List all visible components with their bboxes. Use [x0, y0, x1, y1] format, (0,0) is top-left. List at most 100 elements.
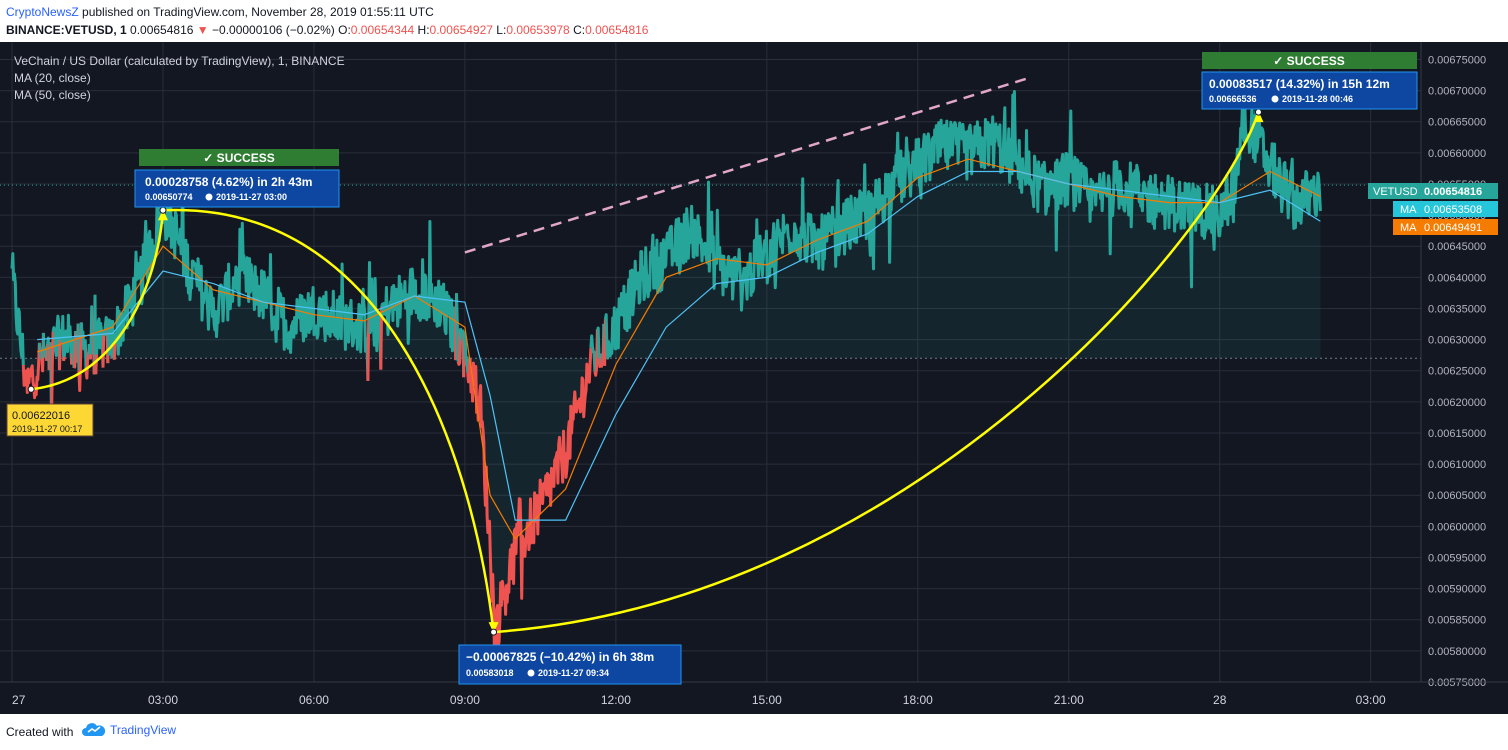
price-line-up: [76, 323, 81, 371]
path-point: [27, 385, 35, 393]
price-line-down: [456, 328, 462, 366]
ma20-line: [37, 158, 1321, 540]
price-line-up: [367, 261, 383, 370]
close-label: C:: [573, 23, 586, 37]
price-line-down: [366, 320, 371, 381]
high-label: H:: [417, 23, 430, 37]
publish-line: CryptoNewsZ published on TradingView.com…: [6, 5, 434, 19]
y-tick-label: 0.00575000: [1428, 677, 1486, 689]
price-line-down: [84, 352, 90, 380]
price-line-up: [51, 314, 61, 371]
x-tick-label: 09:00: [450, 693, 480, 707]
price-line-up: [10, 252, 25, 366]
arrow-head-icon: [488, 622, 499, 634]
last-price: 0.00654816: [130, 23, 194, 37]
price-line-up: [113, 169, 370, 381]
price-line-down: [62, 356, 66, 362]
price-line-down: [88, 353, 93, 360]
ohlc-line: BINANCE:VETUSD, 1 0.00654816 ▼ −0.000001…: [6, 23, 648, 37]
price-axis[interactable]: [1421, 42, 1508, 714]
success-badge-3: [1202, 52, 1417, 69]
legend-ma50[interactable]: MA (50, close): [14, 88, 91, 102]
callout-box-1: [134, 169, 340, 208]
path-point: [1254, 108, 1262, 116]
arrow-head-icon: [157, 209, 168, 221]
vetusd-tag-label: VETUSD: [1373, 186, 1418, 198]
ma20-tag-value: 0.00653508: [1424, 204, 1482, 216]
callout-2-price: 0.00583018: [466, 668, 514, 678]
start-price: 0.00622016: [12, 410, 70, 422]
price-line-down: [101, 330, 106, 368]
down-arrow-icon: ▼: [196, 23, 209, 37]
clock-icon: [205, 193, 213, 201]
callout-1-main: 0.00028758 (4.62%) in 2h 43m: [145, 175, 312, 189]
price-line-up: [589, 334, 597, 372]
start-time: 2019-11-27 00:17: [12, 424, 82, 434]
trend-line[interactable]: [464, 76, 1029, 254]
x-axis-ticks: 27 03:00 06:00 09:00 12:00 15:00 18:00 21:00 28 0…: [12, 693, 1386, 707]
callout-3[interactable]: ✓ SUCCESS 0.00083517 (14.32%) in 15h 12m…: [1201, 52, 1418, 110]
callout-1[interactable]: ✓ SUCCESS 0.00028758 (4.62%) in 2h 43m 0…: [134, 149, 340, 208]
price-line-down: [466, 347, 593, 647]
price-line-down: [593, 329, 599, 377]
x-tick-label: 27: [12, 693, 26, 707]
high-value: 0.00654927: [429, 23, 493, 37]
price-line-up: [455, 293, 460, 362]
start-label-box: [6, 403, 94, 437]
tradingview-logo[interactable]: TradingView: [82, 723, 176, 737]
start-point-label: 0.00622016 2019-11-27 00:17: [6, 403, 94, 437]
x-tick-label: 28: [1213, 693, 1227, 707]
x-tick-label: 21:00: [1054, 693, 1084, 707]
vetusd-tag-value: 0.00654816: [1424, 186, 1482, 198]
callout-box-3: [1201, 71, 1418, 110]
y-tick-label: 0.00620000: [1428, 397, 1486, 409]
yellow-path-line: [31, 111, 1260, 634]
y-tick-label: 0.00665000: [1428, 117, 1486, 129]
price-line-up: [596, 326, 601, 359]
callout-2[interactable]: −0.00067825 (−10.42%) in 6h 38m 0.005830…: [458, 644, 682, 685]
y-tick-label: 0.00580000: [1428, 646, 1486, 658]
y-tick-label: 0.00635000: [1428, 303, 1486, 315]
y-tick-label: 0.00615000: [1428, 428, 1486, 440]
legend-title: VeChain / US Dollar (calculated by Tradi…: [14, 54, 345, 68]
chart-legend: VeChain / US Dollar (calculated by Tradi…: [14, 54, 345, 102]
x-tick-label: 15:00: [752, 693, 782, 707]
callout-3-main: 0.00083517 (14.32%) in 15h 12m: [1209, 77, 1390, 91]
arrow-head-icon: [1253, 111, 1264, 123]
price-line-down: [21, 342, 41, 400]
price-line-up: [380, 220, 458, 361]
path-point: [490, 628, 498, 636]
clock-icon: [1271, 95, 1279, 103]
ma50-tag-value: 0.00649491: [1424, 222, 1482, 234]
callout-1-time: 2019-11-27 03:00: [216, 192, 287, 202]
path-point: [159, 206, 167, 214]
success-label-1: ✓ SUCCESS: [203, 151, 274, 165]
y-tick-label: 0.00610000: [1428, 459, 1486, 471]
measure-path: [27, 108, 1264, 636]
legend-ma20[interactable]: MA (20, close): [14, 71, 91, 85]
ma20-tag-label: MA: [1400, 204, 1417, 216]
x-tick-label: 18:00: [903, 693, 933, 707]
price-chart[interactable]: 0.00675000 0.00670000 0.00665000 0.00660000…: [0, 42, 1508, 714]
success-label-3: ✓ SUCCESS: [1273, 54, 1344, 68]
price-line-up: [465, 356, 470, 374]
tradingview-brand: TradingView: [110, 723, 177, 737]
price-line-up: [58, 314, 66, 361]
x-tick-label: 03:00: [148, 693, 178, 707]
y-tick-label: 0.00590000: [1428, 584, 1486, 596]
author-link[interactable]: CryptoNewsZ: [6, 5, 79, 19]
callout-box-2: [458, 644, 682, 685]
y-tick-label: 0.00595000: [1428, 552, 1486, 564]
ma20-price-tag: [1393, 201, 1498, 217]
x-tick-label: 06:00: [299, 693, 329, 707]
low-value: 0.00653978: [506, 23, 570, 37]
callout-3-time: 2019-11-28 00:46: [1282, 94, 1353, 104]
symbol-label: BINANCE:VETUSD, 1: [6, 23, 127, 37]
chart-background: [0, 42, 1508, 714]
callout-1-price: 0.00650774: [145, 192, 193, 202]
price-line-up: [95, 317, 105, 368]
baseline-area: [12, 91, 1321, 646]
y-tick-label: 0.00600000: [1428, 521, 1486, 533]
callout-2-main: −0.00067825 (−10.42%) in 6h 38m: [466, 650, 654, 664]
y-tick-label: 0.00675000: [1428, 54, 1486, 66]
